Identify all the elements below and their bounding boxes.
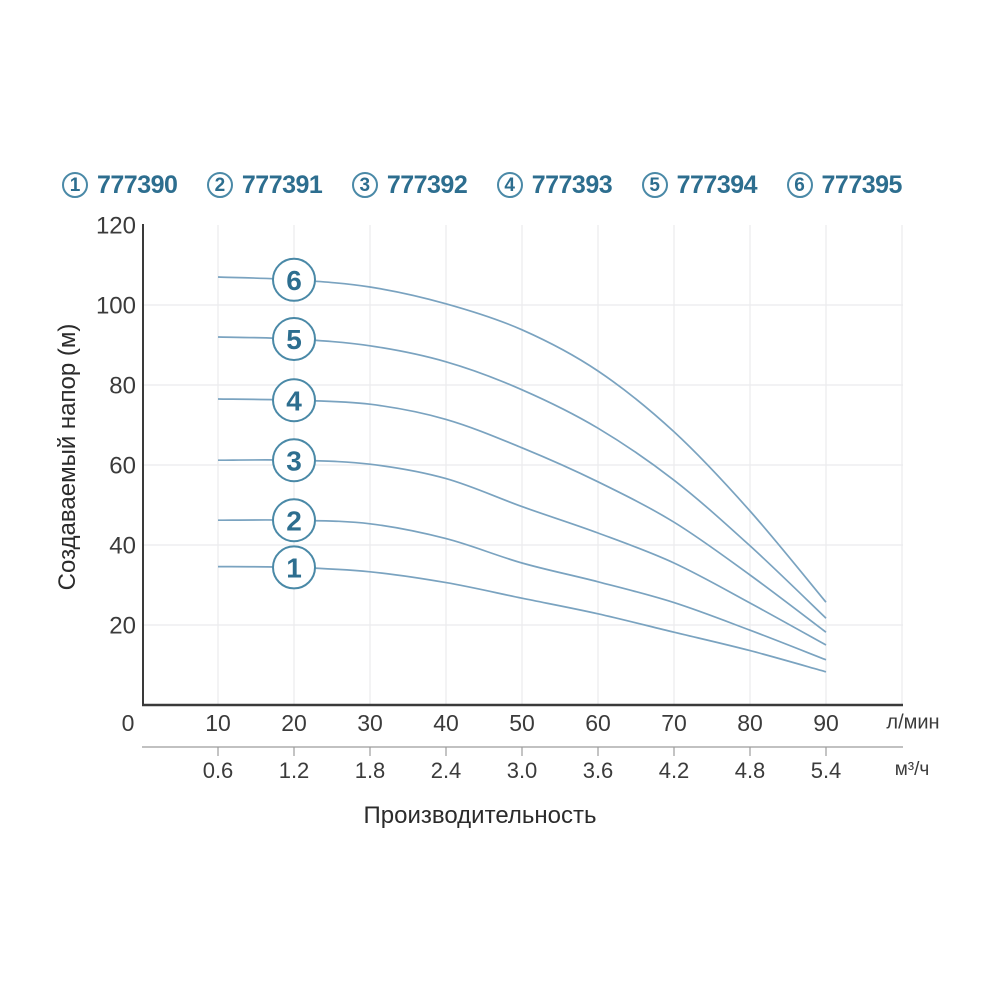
x-tick-label-lmin-20: 20: [281, 710, 307, 736]
legend-curve-number: 1: [62, 172, 88, 198]
legend-product-code: 777395: [821, 170, 903, 199]
curve-label-number-3: 3: [286, 445, 302, 476]
x-tick-label-lmin-60: 60: [585, 710, 611, 736]
x-tick-label-lmin-80: 80: [737, 710, 763, 736]
legend-item-777395: 6 777395: [786, 170, 903, 200]
x-tick-label-lmin-50: 50: [509, 710, 535, 736]
y-tick-label-120: 120: [96, 213, 136, 240]
x-tick-label-lmin-30: 30: [357, 710, 383, 736]
y-tick-label-40: 40: [109, 533, 136, 560]
curve-label-circle-3: [272, 438, 316, 483]
curve-label-circle-6: [272, 257, 316, 302]
x-tick-label-lmin-10: 10: [205, 710, 231, 736]
legend-item-777394: 5 777394: [641, 170, 758, 200]
legend-item-777392: 3 777392: [351, 170, 468, 200]
curve-label-number-4: 4: [286, 385, 302, 416]
x-tick-label-m3h-2.4: 2.4: [431, 758, 462, 783]
pump-curve-777393: [217, 398, 827, 633]
legend-item-777390: 1 777390: [62, 170, 178, 200]
pump-curve-777392: [217, 459, 827, 646]
pump-curve-777394: [217, 336, 827, 619]
x-tick-label-m3h-3.0: 3.0: [507, 758, 538, 783]
legend-curve-number: 4: [496, 172, 523, 198]
legend-product-code: 777392: [386, 170, 468, 199]
curve-label-circle-5: [272, 317, 316, 361]
x-axis-unit-primary: л/мин: [886, 711, 940, 734]
legend-curve-number: 2: [206, 172, 233, 198]
y-tick-label-100: 100: [96, 293, 136, 320]
y-tick-label-20: 20: [109, 613, 136, 640]
y-tick-label-60: 60: [109, 453, 136, 480]
pump-curve-777390: [217, 565, 827, 673]
x-tick-label-m3h-4.2: 4.2: [659, 758, 690, 783]
x-tick-label-m3h-1.8: 1.8: [355, 758, 386, 783]
curve-label-circle-4: [272, 378, 316, 423]
legend: 1 777390 2 777391 3 777392 4 777393 5 777394 6 7773…: [62, 169, 902, 201]
legend-product-code: 777391: [241, 170, 323, 199]
x-tick-label-m3h-0.6: 0.6: [203, 758, 234, 783]
curve-label-number-1: 1: [286, 552, 302, 583]
legend-curve-number: 3: [351, 172, 378, 198]
x-tick-label-lmin-0: 0: [122, 710, 135, 736]
legend-curve-number: 5: [641, 172, 668, 198]
curve-label-number-6: 6: [286, 265, 302, 296]
x-tick-label-lmin-70: 70: [661, 710, 687, 736]
legend-item-777393: 4 777393: [496, 170, 613, 200]
x-tick-label-m3h-1.2: 1.2: [279, 758, 310, 783]
x-tick-label-lmin-90: 90: [813, 710, 839, 736]
legend-product-code: 777390: [97, 170, 178, 199]
legend-curve-number: 6: [786, 172, 813, 198]
y-tick-label-80: 80: [109, 373, 136, 400]
pump-curve-777395: [217, 276, 827, 603]
curve-label-circle-2: [272, 498, 316, 543]
x-axis-title: Производительность: [363, 802, 597, 829]
curve-label-number-5: 5: [286, 324, 302, 355]
curve-label-number-2: 2: [286, 505, 302, 536]
x-tick-label-m3h-5.4: 5.4: [811, 758, 842, 783]
x-tick-label-m3h-4.8: 4.8: [735, 758, 766, 783]
pump-curve-777391: [217, 519, 827, 661]
curve-label-circle-1: [272, 545, 316, 590]
legend-product-code: 777394: [676, 170, 758, 199]
legend-product-code: 777393: [531, 170, 613, 199]
x-tick-label-m3h-3.6: 3.6: [583, 758, 614, 783]
legend-item-777391: 2 777391: [206, 170, 323, 200]
x-axis-unit-secondary: м³/ч: [894, 759, 930, 780]
x-tick-label-lmin-40: 40: [433, 710, 459, 736]
y-axis-title: Создаваемый напор (м): [54, 323, 81, 591]
